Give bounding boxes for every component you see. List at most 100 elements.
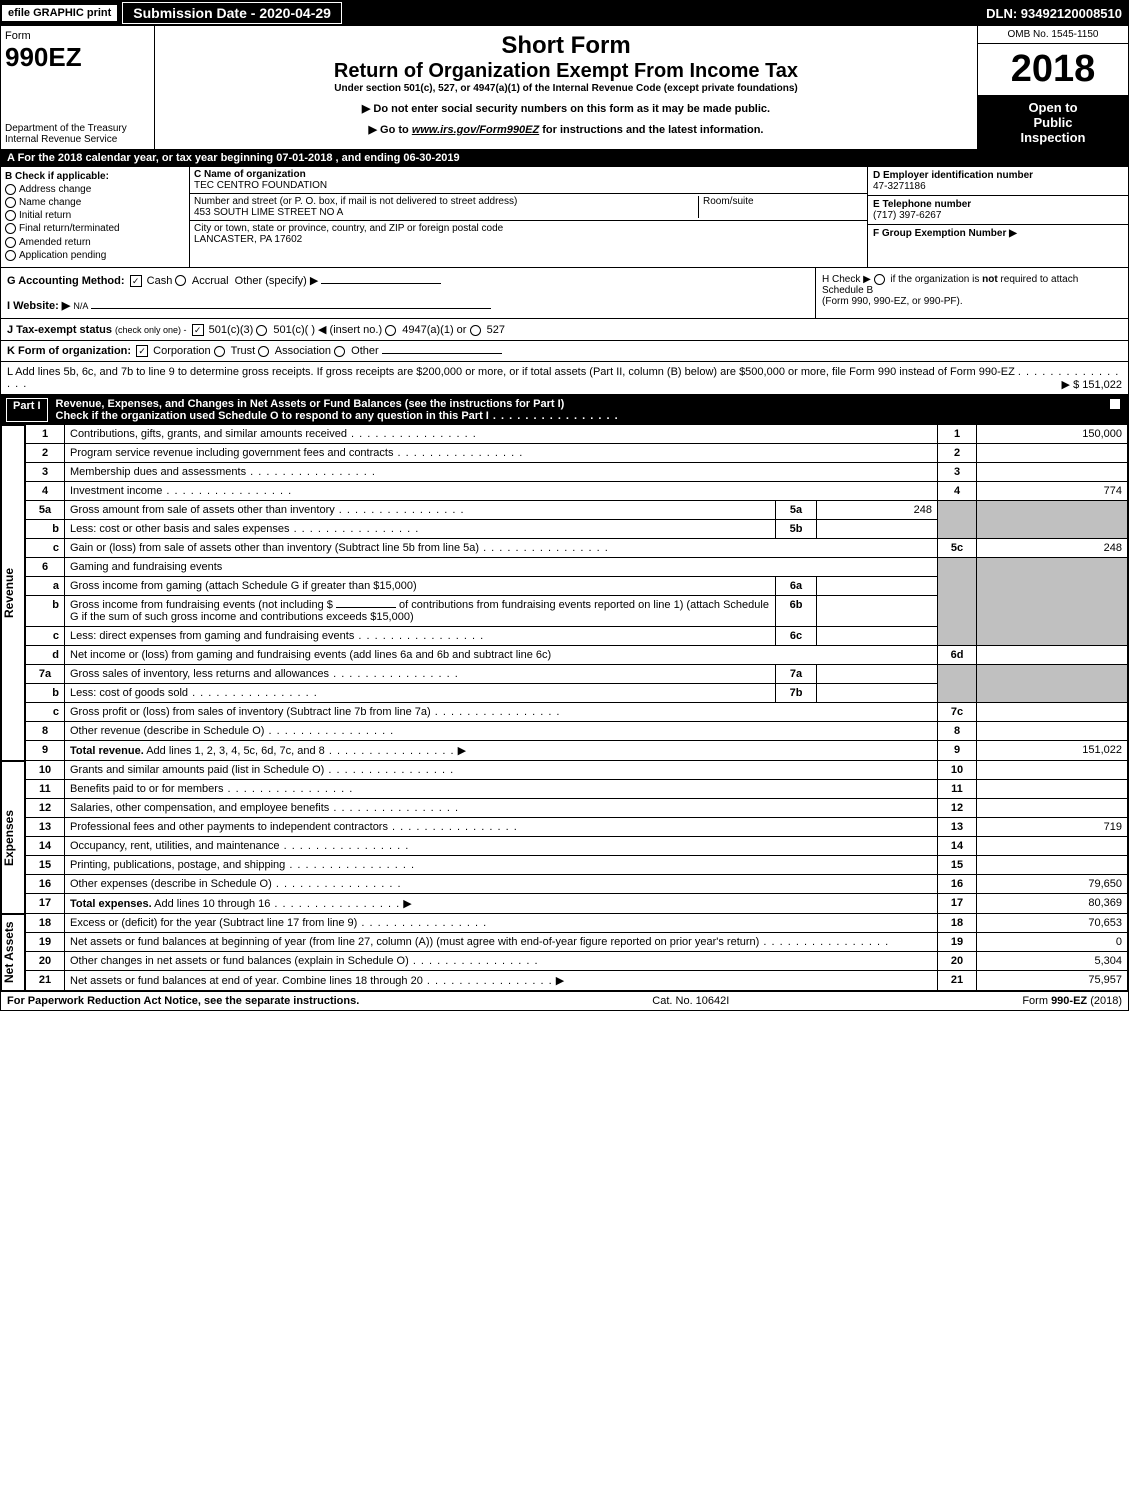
note2-post: for instructions and the latest informat…: [539, 124, 763, 136]
omb-number: OMB No. 1545-1150: [978, 26, 1128, 44]
line-17: 17 Total expenses. Add lines 10 through …: [26, 894, 1128, 914]
shade-cell: [977, 665, 1128, 703]
rn: 4: [938, 482, 977, 501]
note-website: ▶ Go to www.irs.gov/Form990EZ for instru…: [161, 123, 971, 136]
ln: c: [26, 539, 65, 558]
section-b-label: B Check if applicable:: [5, 171, 185, 182]
section-c: C Name of organization TEC CENTRO FOUNDA…: [190, 167, 867, 267]
desc: Less: cost of goods sold: [70, 687, 188, 699]
contrib-input[interactable]: [336, 607, 396, 608]
row-g: G Accounting Method: Cash Accrual Other …: [1, 268, 815, 318]
other-specify-input[interactable]: [321, 283, 441, 284]
trust-radio[interactable]: [214, 346, 225, 357]
ln: 15: [26, 856, 65, 875]
iv: [817, 684, 938, 703]
dept-line2: Internal Revenue Service: [5, 134, 117, 145]
org-name: TEC CENTRO FOUNDATION: [194, 180, 327, 191]
501c-radio[interactable]: [256, 325, 267, 336]
line-3: 3 Membership dues and assessments 3: [26, 463, 1128, 482]
line-16: 16 Other expenses (describe in Schedule …: [26, 875, 1128, 894]
revenue-side-label: Revenue: [1, 425, 25, 761]
insp1: Open to: [1028, 100, 1077, 115]
expenses-section: Expenses 10 Grants and similar amounts p…: [0, 761, 1129, 914]
schedule-o-checkbox[interactable]: [1109, 398, 1121, 410]
phone-cell: E Telephone number (717) 397-6267: [868, 196, 1128, 225]
accrual-radio[interactable]: [175, 275, 186, 286]
rn: 5c: [938, 539, 977, 558]
irs-link[interactable]: www.irs.gov/Form990EZ: [412, 124, 539, 136]
row-h: H Check ▶ if the organization is not req…: [815, 268, 1128, 318]
iv: [817, 520, 938, 539]
assoc-radio[interactable]: [258, 346, 269, 357]
ln: 5a: [26, 501, 65, 520]
desc: Other changes in net assets or fund bala…: [70, 955, 409, 967]
period-end: 06-30-2019: [403, 152, 459, 164]
opt-label: Application pending: [19, 250, 106, 261]
shade-cell: [938, 665, 977, 703]
period-begin: 07-01-2018: [276, 152, 332, 164]
h-checkbox[interactable]: [874, 274, 885, 285]
h-form-list: (Form 990, 990-EZ, or 990-PF).: [822, 296, 963, 307]
527-radio[interactable]: [470, 325, 481, 336]
desc: Gain or (loss) from sale of assets other…: [70, 542, 479, 554]
rv: [977, 722, 1128, 741]
other-org-label: Other: [351, 345, 379, 357]
ln: 21: [26, 971, 65, 991]
footer: For Paperwork Reduction Act Notice, see …: [0, 992, 1129, 1011]
rn: 21: [938, 971, 977, 991]
group-exemption-label: F Group Exemption Number ▶: [873, 228, 1017, 239]
shade-cell: [938, 501, 977, 539]
opt-final-return[interactable]: Final return/terminated: [5, 223, 185, 234]
efile-print[interactable]: efile GRAPHIC print: [1, 4, 118, 22]
other-org-input[interactable]: [382, 353, 502, 354]
desc: Printing, publications, postage, and shi…: [70, 859, 285, 871]
part1-num: Part I: [6, 398, 48, 422]
desc: Net income or (loss) from gaming and fun…: [70, 649, 551, 661]
rn: 15: [938, 856, 977, 875]
line-5a: 5a Gross amount from sale of assets othe…: [26, 501, 1128, 520]
501c3-checkbox[interactable]: [192, 324, 204, 336]
opt-label: Name change: [19, 197, 81, 208]
rv: 150,000: [977, 425, 1128, 444]
tax-year: 2018: [978, 44, 1128, 96]
accrual-label: Accrual: [192, 275, 229, 287]
top-bar: efile GRAPHIC print Submission Date - 20…: [0, 0, 1129, 26]
ein-value: 47-3271186: [873, 181, 926, 192]
ln: a: [26, 577, 65, 596]
line-7a: 7a Gross sales of inventory, less return…: [26, 665, 1128, 684]
desc: Membership dues and assessments: [70, 466, 246, 478]
line-8: 8 Other revenue (describe in Schedule O)…: [26, 722, 1128, 741]
ln: 20: [26, 952, 65, 971]
j-small: (check only one) -: [115, 325, 187, 335]
ln: 1: [26, 425, 65, 444]
opt-name-change[interactable]: Name change: [5, 197, 185, 208]
ln: d: [26, 646, 65, 665]
period-mid: , and ending: [336, 152, 404, 164]
assoc-label: Association: [275, 345, 331, 357]
l-value: ▶ $ 151,022: [1062, 378, 1122, 391]
line-9: 9 Total revenue. Add lines 1, 2, 3, 4, 5…: [26, 741, 1128, 761]
rn: 7c: [938, 703, 977, 722]
opt-amended-return[interactable]: Amended return: [5, 237, 185, 248]
4947-radio[interactable]: [385, 325, 396, 336]
desc: Professional fees and other payments to …: [70, 821, 388, 833]
line-1: 1 Contributions, gifts, grants, and simi…: [26, 425, 1128, 444]
line-18: 18 Excess or (deficit) for the year (Sub…: [26, 914, 1128, 933]
corp-checkbox[interactable]: [136, 345, 148, 357]
row-l: L Add lines 5b, 6c, and 7b to line 9 to …: [0, 362, 1129, 395]
ln: c: [26, 627, 65, 646]
opt-application-pending[interactable]: Application pending: [5, 250, 185, 261]
note2-pre: ▶ Go to: [369, 124, 412, 136]
other-org-radio[interactable]: [334, 346, 345, 357]
desc: Salaries, other compensation, and employ…: [70, 802, 329, 814]
cash-checkbox[interactable]: [130, 275, 142, 287]
net-assets-section: Net Assets 18 Excess or (deficit) for th…: [0, 914, 1129, 992]
footer-cat: Cat. No. 10642I: [652, 995, 729, 1007]
in: 7b: [776, 684, 817, 703]
rn: 18: [938, 914, 977, 933]
part1-header: Part I Revenue, Expenses, and Changes in…: [0, 395, 1129, 425]
info-block: B Check if applicable: Address change Na…: [0, 167, 1129, 268]
opt-address-change[interactable]: Address change: [5, 184, 185, 195]
opt-initial-return[interactable]: Initial return: [5, 210, 185, 221]
header-center: Short Form Return of Organization Exempt…: [155, 26, 977, 149]
